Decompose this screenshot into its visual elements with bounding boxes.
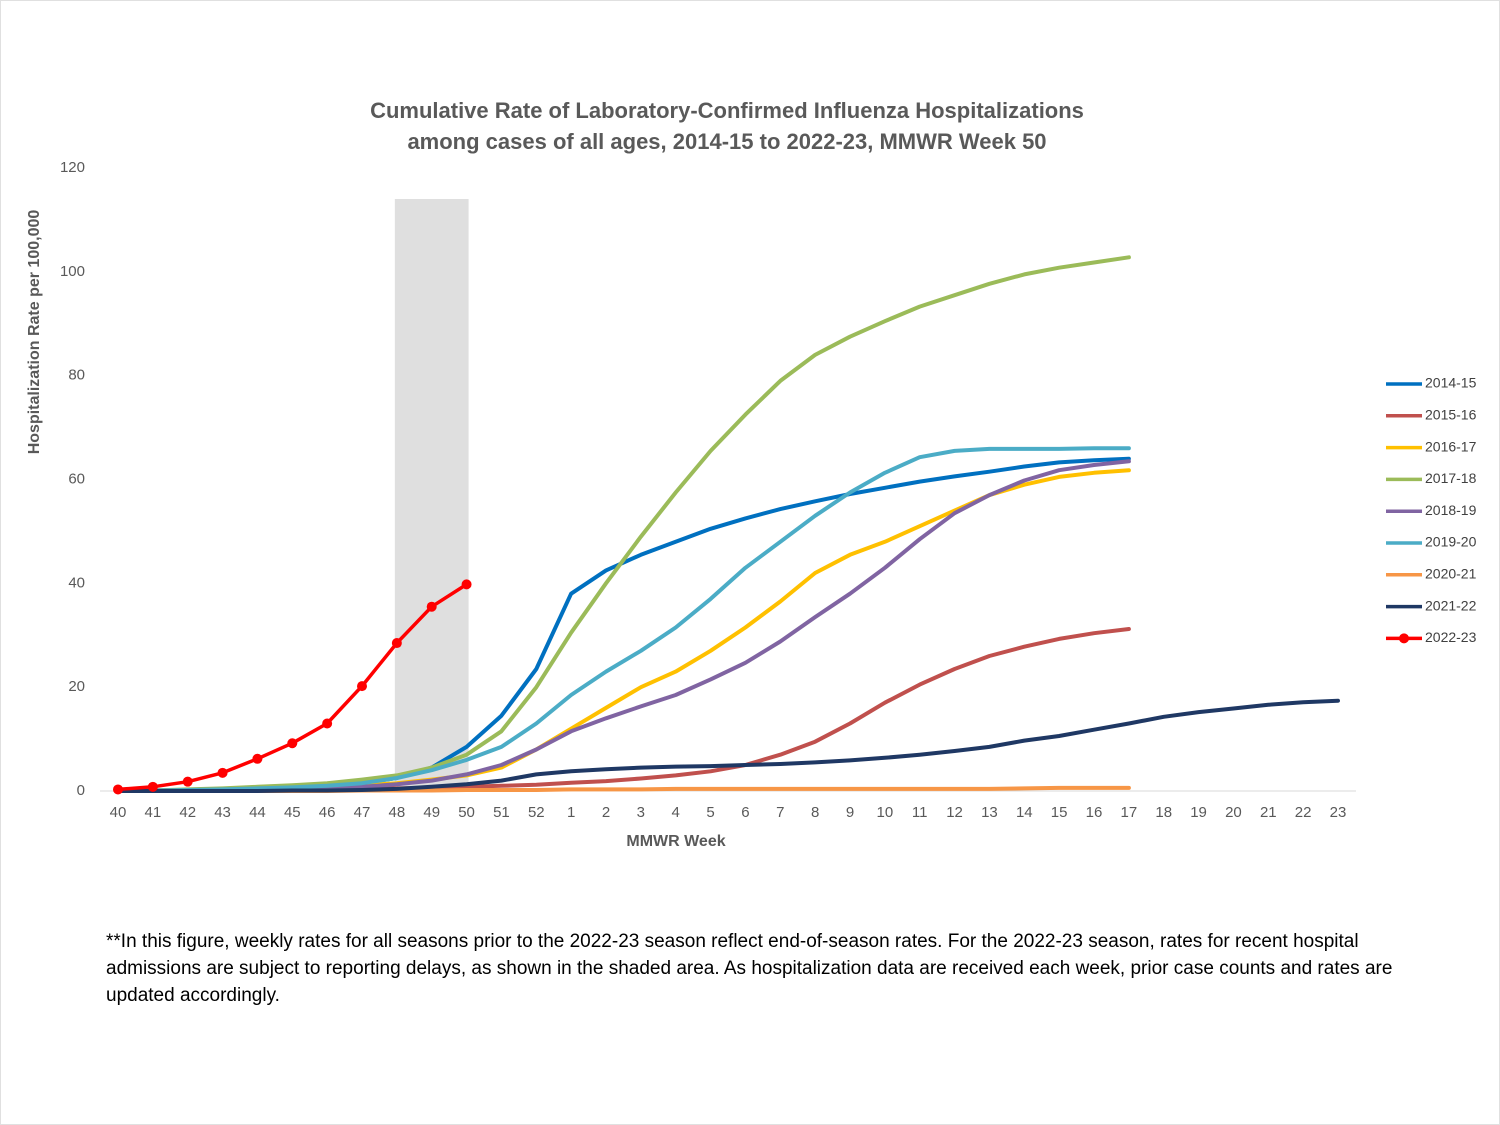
data-point bbox=[113, 784, 123, 795]
legend-label: 2019-20 bbox=[1425, 534, 1477, 550]
y-tick-label: 60 bbox=[68, 470, 85, 487]
legend-label: 2018-19 bbox=[1425, 502, 1477, 518]
data-point bbox=[182, 776, 193, 787]
x-tick-label: 19 bbox=[1190, 804, 1207, 821]
data-point bbox=[287, 738, 298, 749]
data-point bbox=[322, 718, 333, 729]
legend-label: 2021-22 bbox=[1425, 597, 1477, 613]
x-tick-label: 15 bbox=[1051, 804, 1068, 821]
x-tick-label: 42 bbox=[179, 804, 196, 821]
x-tick-label: 41 bbox=[145, 804, 162, 821]
footnote: **In this figure, weekly rates for all s… bbox=[106, 931, 1393, 1006]
y-tick-label: 80 bbox=[68, 367, 85, 384]
x-tick-label: 16 bbox=[1086, 804, 1103, 821]
series-line bbox=[116, 446, 1131, 793]
legend-label: 2014-15 bbox=[1425, 375, 1477, 391]
y-tick-label: 40 bbox=[68, 574, 85, 591]
x-tick-label: 45 bbox=[284, 804, 301, 821]
data-point bbox=[461, 579, 472, 590]
x-tick-label: 6 bbox=[741, 804, 749, 821]
x-tick-label: 46 bbox=[319, 804, 336, 821]
x-tick-label: 9 bbox=[846, 804, 854, 821]
x-tick-label: 3 bbox=[637, 804, 645, 821]
x-tick-label: 12 bbox=[946, 804, 963, 821]
y-tick-label: 0 bbox=[77, 782, 85, 799]
data-point bbox=[147, 781, 158, 792]
x-tick-label: 4 bbox=[672, 804, 680, 821]
x-tick-label: 5 bbox=[706, 804, 714, 821]
x-tick-label: 11 bbox=[912, 804, 928, 821]
legend-label: 2016-17 bbox=[1425, 438, 1477, 454]
x-tick-label: 48 bbox=[389, 804, 406, 821]
x-tick-label: 1 bbox=[567, 804, 575, 821]
data-point bbox=[252, 753, 263, 764]
legend-label: 2020-21 bbox=[1425, 566, 1477, 582]
x-tick-label: 21 bbox=[1260, 804, 1277, 821]
x-tick-label: 49 bbox=[423, 804, 440, 821]
y-axis-title: Hospitalization Rate per 100,000 bbox=[26, 210, 43, 455]
x-tick-label: 50 bbox=[458, 804, 475, 821]
data-point bbox=[391, 638, 402, 649]
chart-title: among cases of all ages, 2014-15 to 2022… bbox=[407, 129, 1046, 154]
legend-marker bbox=[1399, 633, 1409, 644]
data-point bbox=[426, 601, 437, 612]
series-line bbox=[116, 698, 1340, 793]
x-tick-label: 18 bbox=[1155, 804, 1172, 821]
x-tick-label: 23 bbox=[1330, 804, 1347, 821]
x-tick-label: 47 bbox=[354, 804, 371, 821]
x-tick-label: 52 bbox=[528, 804, 545, 821]
data-point bbox=[217, 767, 228, 778]
x-tick-label: 17 bbox=[1121, 804, 1138, 821]
x-tick-label: 2 bbox=[602, 804, 610, 821]
x-tick-label: 14 bbox=[1016, 804, 1033, 821]
y-tick-label: 100 bbox=[60, 263, 85, 280]
y-tick-label: 120 bbox=[60, 159, 85, 176]
series-line bbox=[116, 255, 1131, 793]
x-tick-label: 44 bbox=[249, 804, 266, 821]
x-tick-label: 20 bbox=[1225, 804, 1242, 821]
x-tick-label: 22 bbox=[1295, 804, 1312, 821]
x-axis-title: MMWR Week bbox=[626, 833, 725, 850]
legend-label: 2022-23 bbox=[1425, 629, 1477, 645]
x-tick-label: 13 bbox=[981, 804, 998, 821]
legend-label: 2015-16 bbox=[1425, 407, 1477, 423]
x-tick-label: 8 bbox=[811, 804, 819, 821]
chart-title: Cumulative Rate of Laboratory-Confirmed … bbox=[370, 98, 1084, 123]
y-tick-label: 20 bbox=[68, 678, 85, 695]
x-tick-label: 43 bbox=[214, 804, 231, 821]
x-tick-label: 10 bbox=[877, 804, 894, 821]
x-tick-label: 51 bbox=[493, 804, 510, 821]
legend-label: 2017-18 bbox=[1425, 470, 1477, 486]
data-point bbox=[357, 681, 367, 692]
shaded-area bbox=[394, 199, 469, 791]
x-tick-label: 7 bbox=[776, 804, 784, 821]
x-tick-label: 40 bbox=[110, 804, 127, 821]
